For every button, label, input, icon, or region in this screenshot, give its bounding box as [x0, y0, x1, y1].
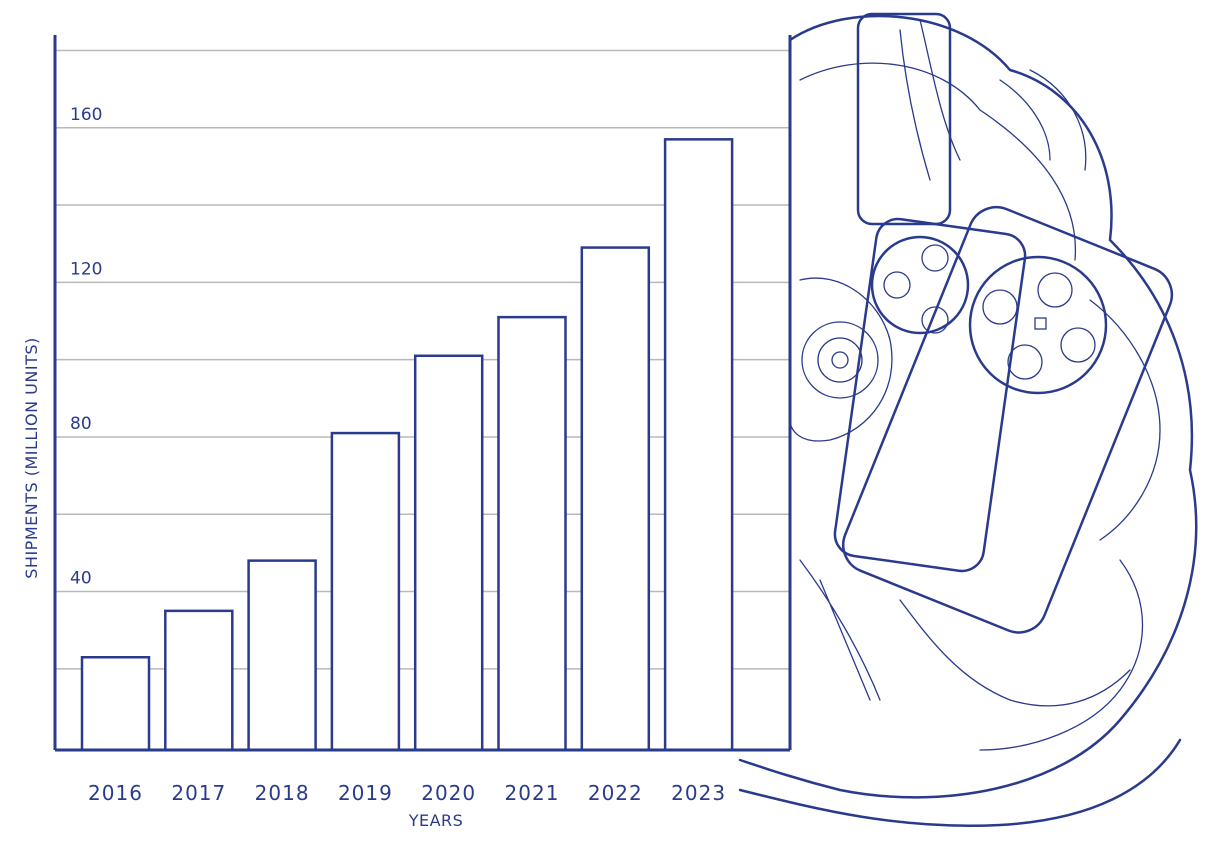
y-axis-title: SHIPMENTS (MILLION UNITS) — [22, 337, 41, 578]
bar-2023 — [663, 138, 734, 752]
y-tick-label: 160 — [70, 105, 102, 125]
x-tick-label: 2020 — [421, 781, 476, 805]
x-tick-label: 2017 — [171, 781, 226, 805]
x-tick-labels: 2016 2017 2018 2019 2020 2021 2022 2023 — [88, 781, 726, 805]
bar-2020 — [413, 354, 484, 752]
bar-2016 — [80, 655, 151, 752]
y-tick-label: 40 — [70, 569, 92, 589]
x-tick-label: 2021 — [505, 781, 560, 805]
x-tick-label: 2018 — [255, 781, 310, 805]
bar-2022 — [580, 246, 651, 752]
x-tick-label: 2016 — [88, 781, 143, 805]
bar-2018 — [247, 559, 317, 752]
x-axis-title: YEARS — [408, 811, 464, 830]
bar-2019 — [330, 431, 401, 752]
x-tick-label: 2023 — [671, 781, 726, 805]
x-tick-label: 2022 — [588, 781, 643, 805]
y-tick-label: 80 — [70, 414, 92, 434]
y-tick-label: 120 — [70, 259, 102, 279]
x-tick-label: 2019 — [338, 781, 393, 805]
y-tick-labels: 40 80 120 160 — [70, 105, 102, 589]
bar-2021 — [497, 315, 567, 752]
bar-2017 — [164, 609, 234, 752]
phone-illustration — [738, 12, 1198, 828]
